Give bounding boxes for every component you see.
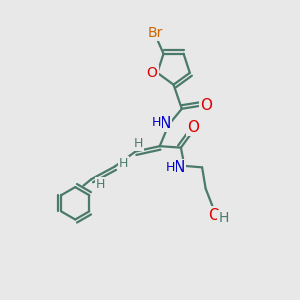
Text: N: N: [159, 116, 171, 131]
Text: N: N: [173, 160, 185, 175]
Text: H: H: [134, 137, 143, 150]
Text: H: H: [152, 116, 161, 128]
Text: O: O: [188, 119, 200, 134]
Text: O: O: [147, 66, 158, 80]
Text: H: H: [218, 211, 229, 225]
Text: Br: Br: [148, 26, 163, 40]
Text: O: O: [200, 98, 212, 113]
Text: H: H: [166, 161, 175, 174]
Text: H: H: [96, 178, 105, 191]
Text: H: H: [119, 157, 128, 170]
Text: O: O: [208, 208, 220, 223]
